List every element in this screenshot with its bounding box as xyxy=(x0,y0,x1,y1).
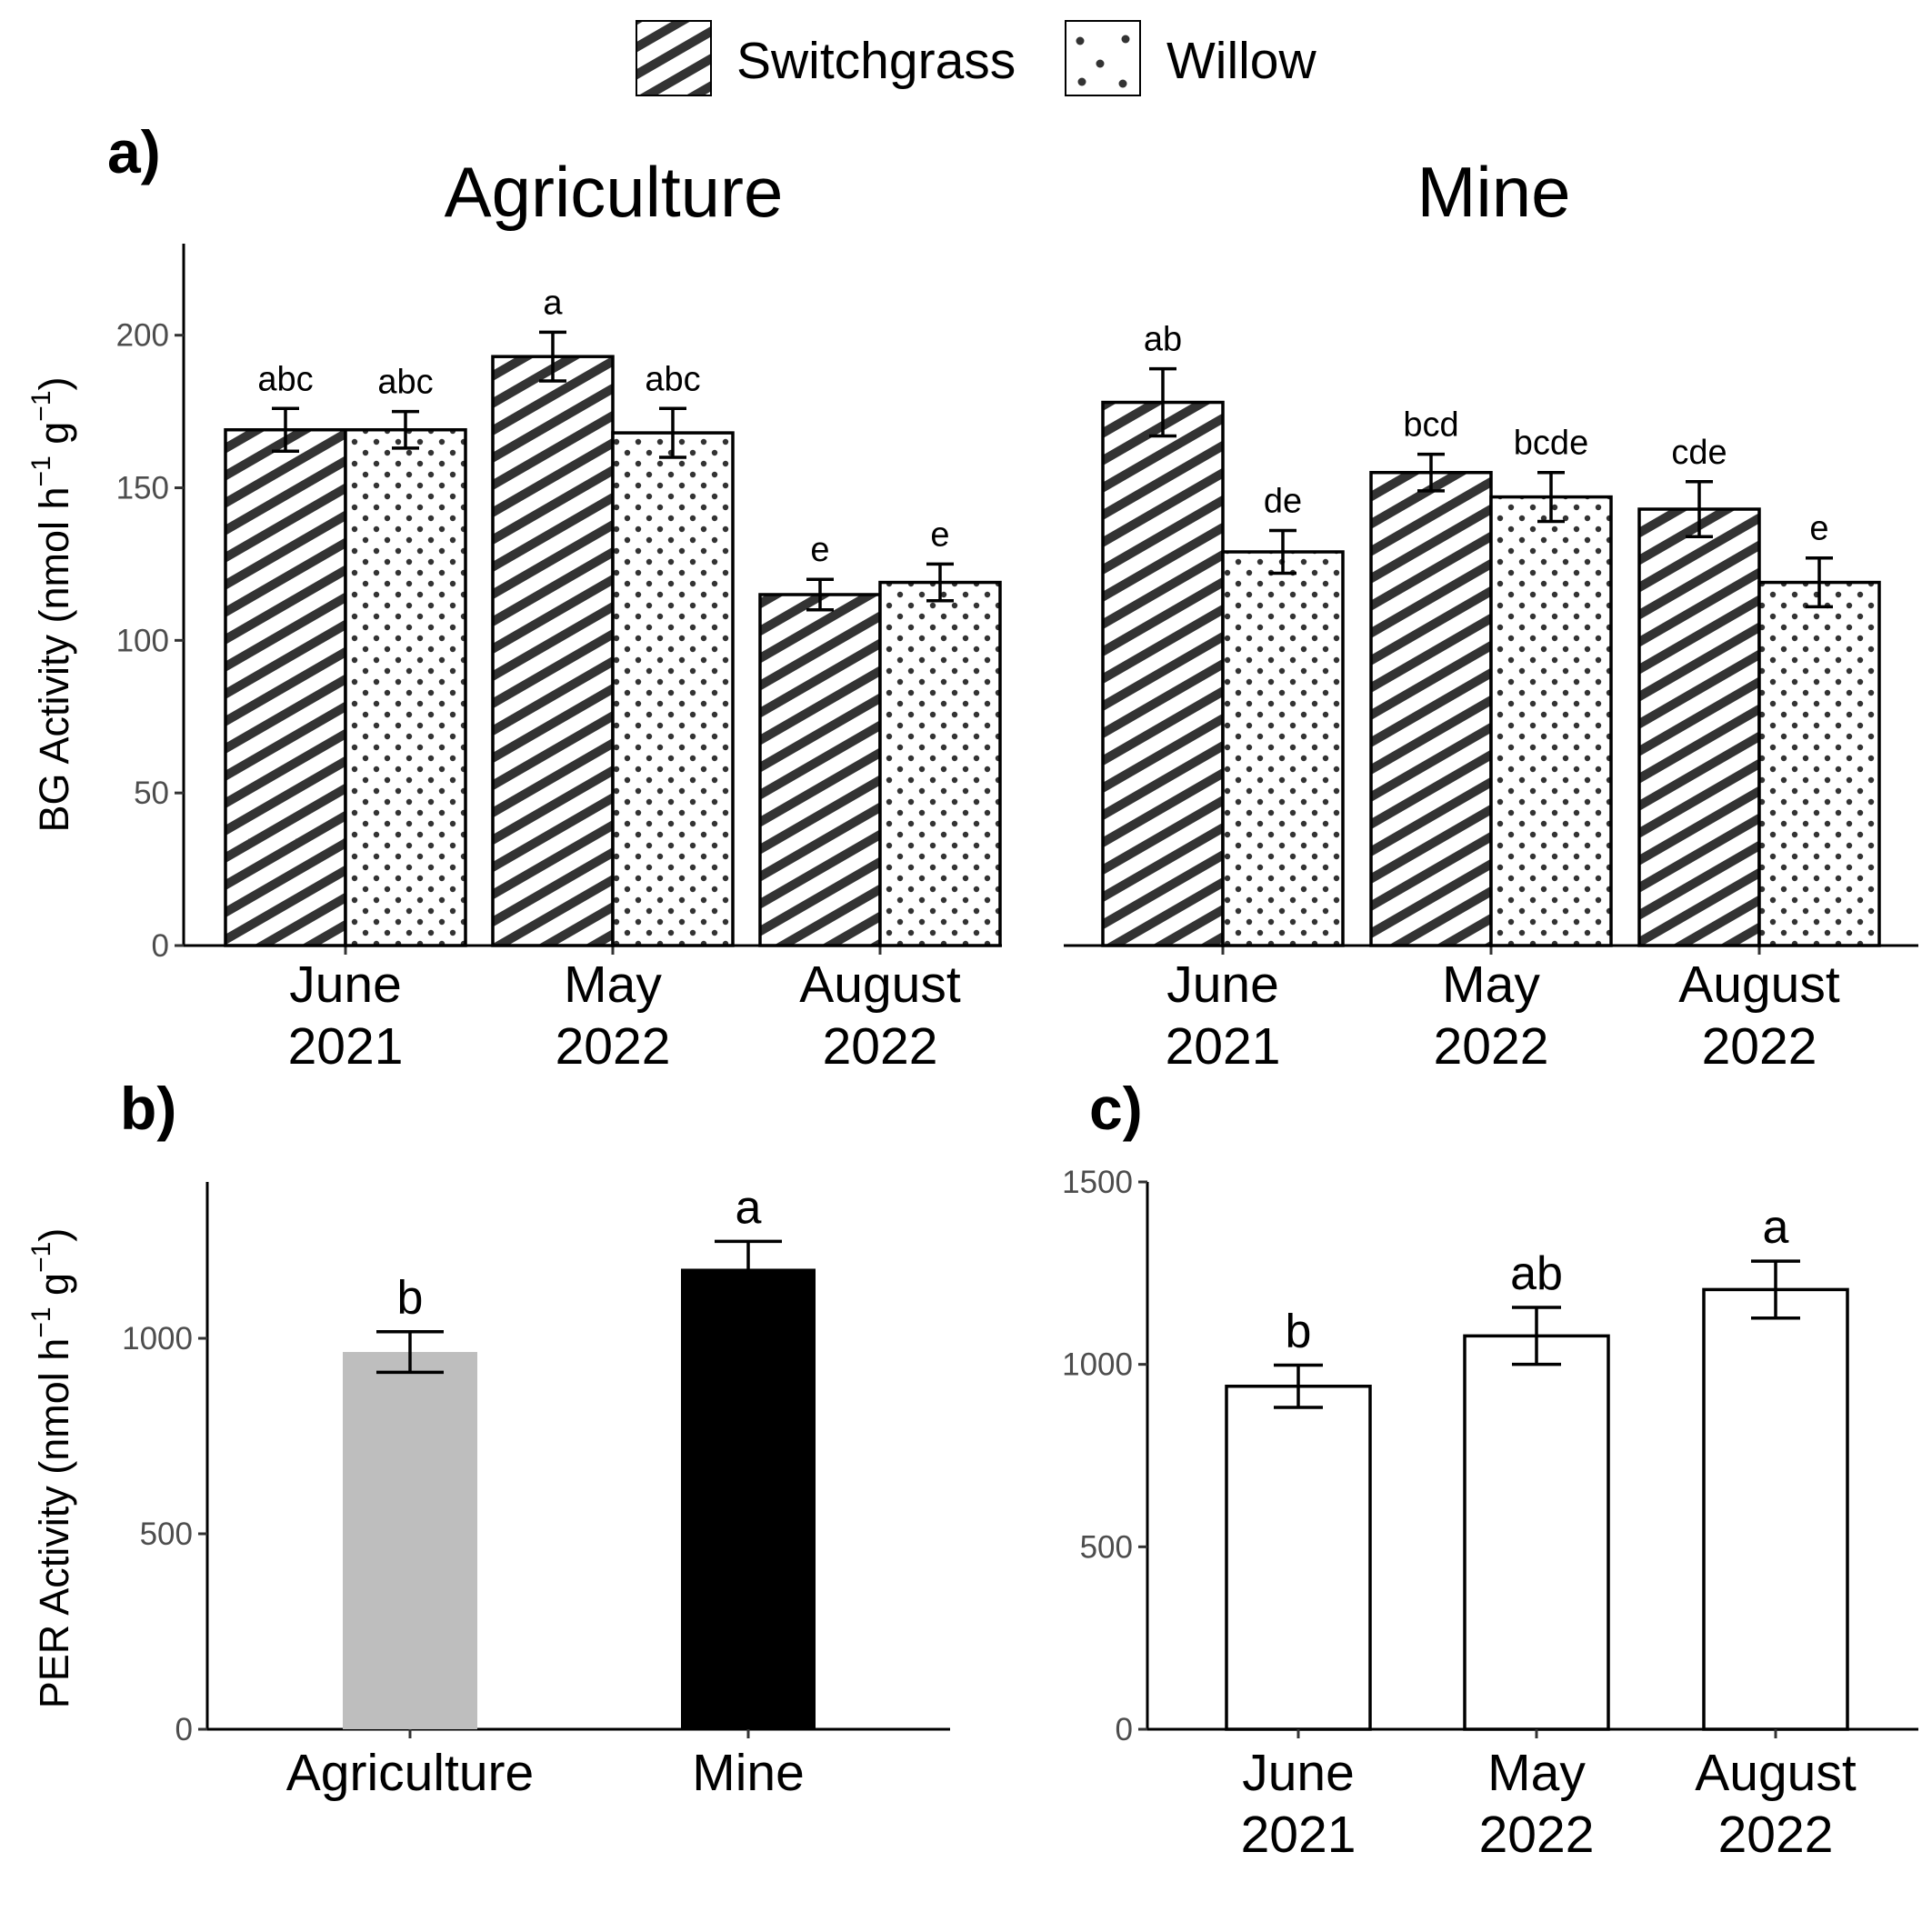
legend-label-willow: Willow xyxy=(1166,32,1316,90)
panel-a-bar-willow xyxy=(344,427,467,947)
panel-a-bar-willow xyxy=(611,431,735,947)
panel-b: b) PER Activity (nmol h−1 g−1) 0 500 1000 b… xyxy=(26,1075,950,1802)
panel-a-significance-letter: abc xyxy=(257,360,313,398)
panel-c-x-tick-label: 2021 xyxy=(1241,1806,1356,1864)
panel-c-y-tick-label: 1000 xyxy=(1062,1347,1133,1383)
panel-a-x-tick-label: August xyxy=(1678,956,1840,1014)
panel-a-significance-letter: e xyxy=(1809,510,1828,548)
panel-a-significance-letter: a xyxy=(543,284,563,322)
panel-a-x-tick-label: 2022 xyxy=(556,1017,671,1076)
panel-c-significance-letter: b xyxy=(1286,1305,1312,1357)
panel-a-bar-switchgrass xyxy=(1369,470,1493,947)
panel-b-y-tick-label: 500 xyxy=(140,1517,193,1552)
panel-a-x-tick-label: 2022 xyxy=(1434,1017,1549,1076)
panel-a-significance-letter: e xyxy=(810,531,829,569)
legend-label-switchgrass: Switchgrass xyxy=(736,32,1016,90)
panel-a-x-tick-label: June xyxy=(1166,956,1279,1014)
panel-c-y-tick-label: 500 xyxy=(1080,1529,1133,1565)
panel-a-bar-willow xyxy=(878,580,1002,947)
panel-a-y-tick-label: 0 xyxy=(152,928,169,964)
panel-a-facet-title-agriculture: Agriculture xyxy=(445,152,784,232)
panel-b-y-axis-title: PER Activity (nmol h−1 g−1) xyxy=(26,1228,77,1709)
panel-c-x-tick-label: June xyxy=(1242,1744,1355,1802)
panel-a-bar-willow xyxy=(1489,495,1613,947)
panel-c-x-tick-label: May xyxy=(1487,1744,1586,1802)
panel-a-bar-switchgrass xyxy=(491,355,615,947)
panel-b-bar-agriculture xyxy=(343,1352,477,1729)
legend-swatch-willow xyxy=(1065,20,1141,96)
panel-a-label: a) xyxy=(107,118,161,185)
panel-b-x-tick-label: Mine xyxy=(692,1744,805,1802)
panel-a-x-tick-label: 2022 xyxy=(1702,1017,1817,1076)
panel-a-bar-willow xyxy=(1221,550,1345,947)
panel-a-significance-letter: abc xyxy=(377,364,433,402)
panel-a-significance-letter: ab xyxy=(1144,321,1182,359)
panel-b-significance-letter: a xyxy=(736,1181,762,1234)
panel-c-x-tick-label: 2022 xyxy=(1479,1806,1595,1864)
panel-a-significance-letter: e xyxy=(930,516,949,554)
panel-c-y-tick-label: 0 xyxy=(1116,1712,1133,1747)
panel-a: a) Agriculture Mine BG Activity (nmol h−… xyxy=(26,118,1918,1076)
panel-a-y-axis-title: BG Activity (nmol h−1 g−1) xyxy=(26,376,77,832)
legend-willow-dots xyxy=(1076,35,1130,88)
panel-c-significance-letter: a xyxy=(1763,1201,1789,1254)
panel-c-label: c) xyxy=(1089,1075,1143,1142)
panel-a-y-tick-label: 150 xyxy=(116,471,169,506)
panel-c-plot: 050010001500bJune2021abMay2022aAugust202… xyxy=(1062,1165,1918,1864)
panel-a-x-tick-label: June xyxy=(289,956,402,1014)
panel-c-y-tick-label: 1500 xyxy=(1062,1165,1133,1200)
panel-a-x-tick-label: August xyxy=(799,956,961,1014)
panel-c-x-tick-label: 2022 xyxy=(1718,1806,1834,1864)
panel-c-bar xyxy=(1463,1334,1610,1731)
panel-a-x-tick-label: 2021 xyxy=(288,1017,404,1076)
panel-a-significance-letter: bcd xyxy=(1403,406,1458,445)
panel-b-x-tick-label: Agriculture xyxy=(286,1744,534,1802)
panel-c-x-tick-label: August xyxy=(1695,1744,1857,1802)
panel-a-bar-switchgrass xyxy=(1637,507,1761,947)
panel-b-y-tick-label: 1000 xyxy=(122,1321,193,1356)
panel-c-significance-letter: ab xyxy=(1510,1247,1563,1300)
panel-b-plot: 0 500 1000 b Agriculture a Mine xyxy=(122,1181,950,1802)
panel-a-x-tick-label: 2022 xyxy=(823,1017,938,1076)
panel-b-bar-mine xyxy=(681,1268,816,1729)
panel-a-x-tick-label: 2021 xyxy=(1166,1017,1281,1076)
panel-b-label: b) xyxy=(120,1075,176,1142)
legend-swatch-switchgrass xyxy=(636,20,712,96)
panel-a-x-tick-label: May xyxy=(1442,956,1540,1014)
panel-c-bar xyxy=(1702,1287,1849,1731)
panel-a-facet-title-mine: Mine xyxy=(1416,152,1570,232)
panel-a-x-tick-label: May xyxy=(564,956,662,1014)
panel-a-y-tick-label: 50 xyxy=(134,776,169,811)
panel-a-significance-letter: cde xyxy=(1671,434,1727,472)
panel-b-significance-letter: b xyxy=(397,1272,424,1325)
panel-a-bar-switchgrass xyxy=(758,593,882,947)
panel-a-bar-switchgrass xyxy=(224,427,347,947)
panel-a-significance-letter: bcde xyxy=(1514,425,1588,463)
panel-a-significance-letter: de xyxy=(1264,483,1302,521)
panel-a-y-tick-label: 200 xyxy=(116,318,169,354)
panel-a-significance-letter: abc xyxy=(645,360,700,398)
legend: Switchgrass Willow xyxy=(636,20,1316,96)
panel-a-bar-switchgrass xyxy=(1101,400,1225,947)
panel-b-y-tick-label: 0 xyxy=(175,1712,193,1747)
panel-c: c) 050010001500bJune2021abMay2022aAugust… xyxy=(1062,1075,1918,1864)
panel-a-y-tick-label: 100 xyxy=(116,623,169,658)
panel-a-bar-willow xyxy=(1757,580,1881,947)
panel-c-bar xyxy=(1225,1384,1372,1731)
